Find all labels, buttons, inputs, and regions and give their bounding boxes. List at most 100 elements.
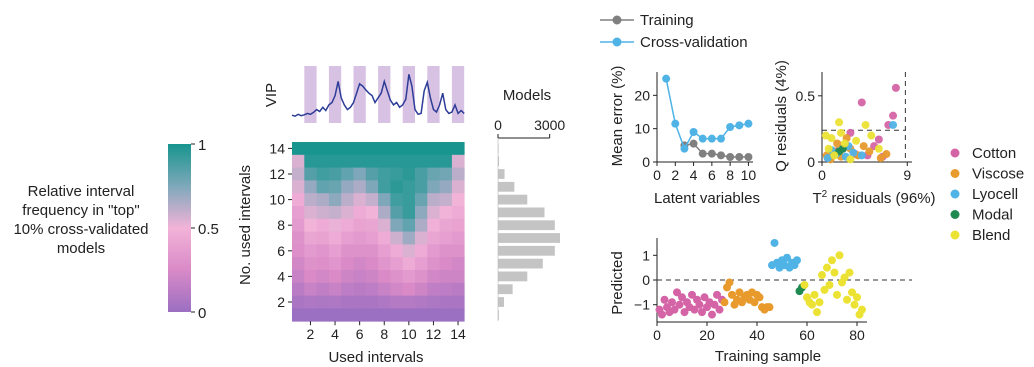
residual-point-blend (835, 118, 844, 127)
predicted-point-cotton (700, 293, 709, 302)
heatmap-cell (390, 167, 404, 181)
heatmap-cell (439, 270, 453, 284)
heatmap-cell (402, 257, 416, 271)
heatmap-cell (341, 142, 354, 156)
colorbar-tick-label: 0.5 (198, 221, 219, 238)
series-point (744, 153, 753, 161)
heatmap-cell (439, 167, 453, 181)
heatmap-cell (341, 218, 354, 232)
predicted-point-blend (848, 288, 856, 297)
heatmap-cell (341, 180, 354, 194)
heatmap-cell (304, 154, 317, 168)
y-tick-label: 0 (642, 272, 650, 288)
series-point (680, 144, 689, 153)
legend-marker-modal (950, 210, 960, 219)
heatmap-cell (341, 295, 354, 309)
histogram-bar (498, 233, 560, 243)
heatmap-cell (304, 282, 317, 296)
heatmap-cell (390, 308, 404, 322)
heatmap-cell (292, 295, 305, 309)
heatmap-cell (415, 295, 428, 309)
legend-marker-viscose (950, 169, 960, 178)
predicted-point-cotton (678, 293, 686, 302)
heatmap-cell (427, 180, 440, 194)
heatmap-cell (427, 308, 440, 322)
heatmap-cell (292, 231, 305, 245)
heatmap-cell (353, 295, 367, 309)
heatmap-cell (427, 154, 440, 168)
residual-point-viscose (859, 142, 868, 151)
series-point (689, 128, 698, 136)
colorbar: 1 0.5 0 (168, 137, 219, 322)
predicted-point-blend (815, 298, 824, 307)
series-point (735, 121, 744, 130)
heatmap-cell (328, 244, 342, 258)
residual-point-blend (846, 155, 855, 164)
heatmap-cell (365, 257, 379, 271)
y-tick-label: 10 (634, 121, 650, 137)
heatmap-cell (451, 308, 465, 322)
residual-point-lyocell (889, 120, 898, 129)
heatmap-cell (353, 270, 367, 284)
legend-marker-blend (950, 230, 960, 240)
x-tick-label: 20 (699, 327, 715, 343)
legend-marker-cotton (950, 148, 960, 158)
series-point (717, 151, 725, 160)
heatmap-cell (427, 257, 440, 271)
heatmap-cell (415, 193, 428, 207)
heatmap-cell (402, 270, 416, 284)
heatmap-cell (353, 308, 367, 322)
colorbar-tick-label: 1 (198, 137, 206, 154)
heatmap-cell (451, 193, 465, 207)
x-tick-label: 0 (653, 327, 661, 343)
residuals-panel: 0 9 0 0.5 T2 residuals (96%) Q residuals (4… (773, 60, 936, 207)
heatmap-cell (439, 206, 453, 220)
heatmap-cell (353, 218, 367, 232)
heatmap-cell (341, 193, 354, 207)
heatmap-cell (378, 257, 391, 271)
heatmap-cell (427, 167, 440, 181)
heatmap-cell (316, 180, 330, 194)
residual-point-cotton (874, 135, 883, 144)
heatmap-cell (292, 244, 305, 258)
residual-point-viscose (865, 147, 874, 156)
heatmap-cell (328, 270, 342, 284)
heatmap-cell (451, 206, 465, 220)
predicted-point-blend (853, 293, 861, 302)
mean-error-xlabel: Latent variables (654, 190, 760, 207)
predicted-point-cotton (713, 290, 721, 299)
heatmap-cell (365, 270, 379, 284)
heatmap-cell (402, 167, 416, 181)
heatmap-cell (365, 154, 379, 168)
heatmap-cell (353, 180, 367, 194)
x-tick-label: 0 (653, 167, 661, 183)
heatmap-cell (341, 206, 354, 220)
heatmap-cell (439, 231, 453, 245)
histogram-bar (498, 245, 555, 256)
predicted-point-blend (828, 256, 836, 265)
heatmap-cell (292, 282, 305, 296)
heatmap-cell (365, 180, 379, 194)
histogram-bar (498, 207, 545, 218)
histogram-bar (498, 194, 528, 205)
predicted-point-blend (825, 280, 834, 289)
heatmap-cell (341, 270, 354, 284)
heatmap-cell (341, 154, 354, 168)
heatmap-cell (439, 193, 453, 207)
heatmap-cell (328, 218, 342, 232)
heatmap-cell (304, 295, 317, 309)
heatmap-cell (402, 244, 416, 258)
predicted-point-lyocell (783, 253, 791, 262)
predicted-point-blend (820, 285, 829, 294)
residual-point-cotton (891, 83, 900, 92)
heatmap-cell (292, 218, 305, 232)
heatmap-cell (353, 257, 367, 271)
heatmap-cell (439, 308, 453, 322)
vip-shaded-interval (304, 66, 317, 123)
colorbar-tick-label: 0 (198, 305, 206, 322)
series-point (707, 134, 716, 143)
mean-error-ylabel: Mean error (%) (609, 66, 626, 167)
predicted-point-blend (813, 308, 821, 317)
x-tick-label: 0 (818, 167, 826, 183)
heatmap-cell (365, 244, 379, 258)
